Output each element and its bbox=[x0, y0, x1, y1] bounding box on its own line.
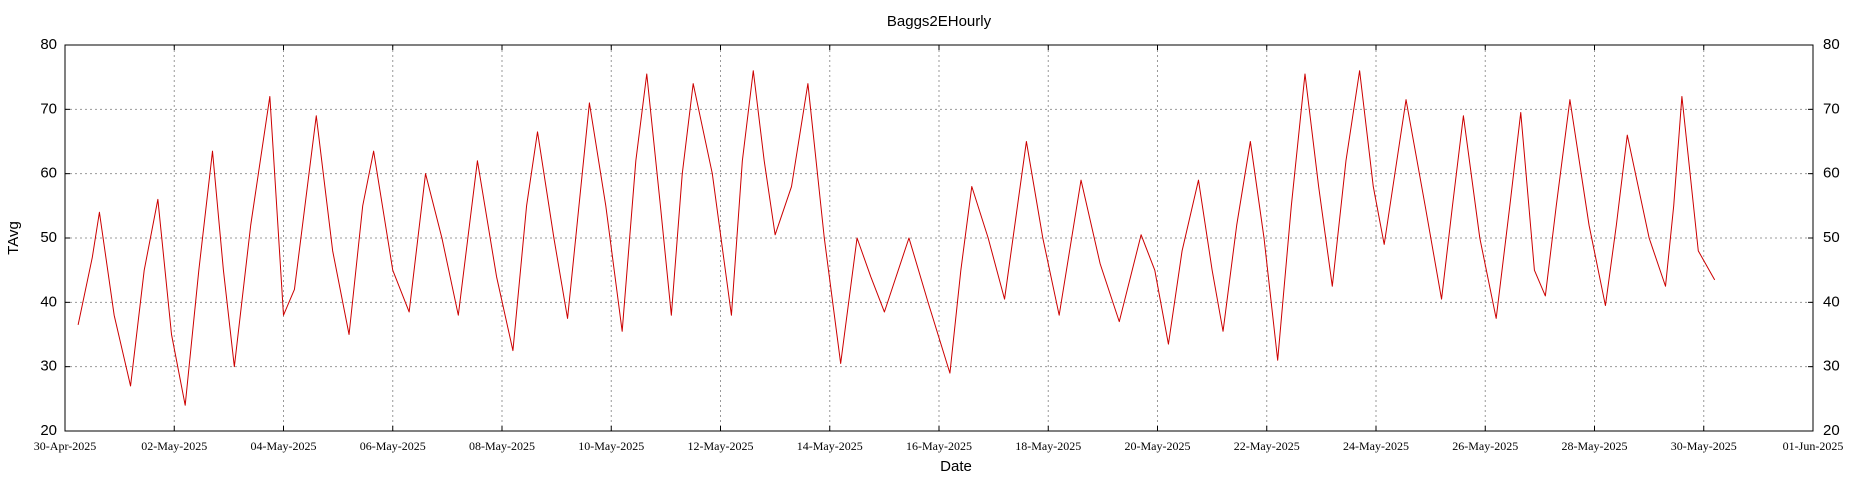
chart-title: Baggs2EHourly bbox=[887, 13, 992, 30]
plot-frame bbox=[64, 44, 1814, 432]
y-tick-label-right: 60 bbox=[1823, 165, 1840, 182]
x-tick-label: 20-May-2025 bbox=[1125, 439, 1191, 453]
x-tick-label: 30-Apr-2025 bbox=[34, 439, 96, 453]
y-tick-label: 70 bbox=[40, 100, 57, 117]
y-tick-label: 80 bbox=[40, 36, 57, 53]
y-tick-label-right: 80 bbox=[1823, 36, 1840, 53]
y-tick-label: 60 bbox=[40, 165, 57, 182]
x-tick-label: 26-May-2025 bbox=[1452, 439, 1518, 453]
x-tick-label: 02-May-2025 bbox=[141, 439, 207, 453]
x-tick-label: 16-May-2025 bbox=[906, 439, 972, 453]
y-tick-label-right: 50 bbox=[1823, 229, 1840, 246]
y-tick-label-right: 40 bbox=[1823, 293, 1840, 310]
x-tick-label: 08-May-2025 bbox=[469, 439, 535, 453]
x-tick-label: 30-May-2025 bbox=[1671, 439, 1737, 453]
y-tick-label: 30 bbox=[40, 358, 57, 375]
x-tick-label: 04-May-2025 bbox=[251, 439, 317, 453]
x-tick-label: 28-May-2025 bbox=[1562, 439, 1628, 453]
x-tick-label: 12-May-2025 bbox=[688, 439, 754, 453]
series-line bbox=[77, 70, 1716, 406]
y-tick-label: 40 bbox=[40, 293, 57, 310]
y-tick-label-right: 30 bbox=[1823, 358, 1840, 375]
x-tick-label: 24-May-2025 bbox=[1343, 439, 1409, 453]
y-tick-label-right: 20 bbox=[1823, 422, 1840, 439]
y-tick-label: 20 bbox=[40, 422, 57, 439]
x-tick-label: 18-May-2025 bbox=[1015, 439, 1081, 453]
y-tick-label-right: 70 bbox=[1823, 100, 1840, 117]
x-tick-label: 14-May-2025 bbox=[797, 439, 863, 453]
x-tick-label: 22-May-2025 bbox=[1234, 439, 1300, 453]
x-tick-label: 01-Jun-2025 bbox=[1783, 439, 1844, 453]
y-axis-label: TAvg bbox=[5, 221, 22, 255]
x-tick-label: 06-May-2025 bbox=[360, 439, 426, 453]
x-tick-label: 10-May-2025 bbox=[578, 439, 644, 453]
y-tick-label: 50 bbox=[40, 229, 57, 246]
x-axis-label: Date bbox=[940, 458, 972, 475]
